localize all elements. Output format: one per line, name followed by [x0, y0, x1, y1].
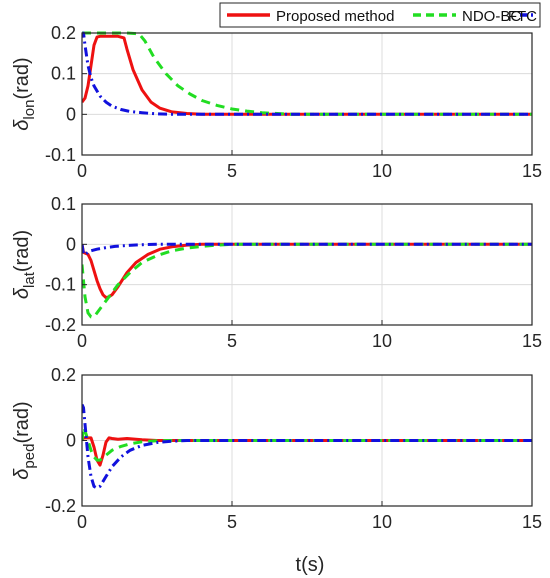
x-tick-label: 10	[372, 161, 392, 181]
y-tick-label: 0	[66, 431, 76, 451]
y-axis-label-ped: δped(rad)	[11, 401, 38, 479]
y-label-subscript: lon	[21, 100, 38, 120]
panel-lat: 0 5 10 15 -0.2 -0.1 0 0.1 δlat(rad)	[11, 194, 542, 351]
series-line-proposed	[82, 242, 532, 300]
y-label-unit: (rad)	[11, 57, 33, 99]
y-label-unit: (rad)	[11, 401, 33, 443]
series-line-ftc	[82, 403, 532, 490]
x-tick-label: 5	[227, 161, 237, 181]
y-tick-label: 0.1	[51, 194, 76, 214]
legend: Proposed method NDO-BC FTC	[219, 2, 541, 28]
series-line-ndobc	[82, 242, 532, 319]
axes-frame	[81, 203, 533, 326]
x-tick-label: 0	[77, 512, 87, 532]
y-label-symbol: δ	[11, 287, 33, 299]
x-tick-label: 15	[522, 512, 542, 532]
y-tick-label: -0.1	[45, 275, 76, 295]
y-tick-label: 0.2	[51, 365, 76, 385]
legend-box	[219, 2, 541, 28]
x-tick-label: 15	[522, 331, 542, 351]
legend-label-proposed: Proposed method	[276, 8, 394, 25]
y-tick-label: -0.2	[45, 496, 76, 516]
series-line-ftc	[82, 31, 532, 116]
x-tick-label: 0	[77, 161, 87, 181]
x-tick-label: 5	[227, 331, 237, 351]
y-label-symbol: δ	[11, 119, 33, 131]
y-label-subscript: ped	[21, 444, 38, 469]
y-label-symbol: δ	[11, 468, 33, 480]
x-axis-label: t(s)	[296, 554, 325, 576]
x-tick-label: 5	[227, 512, 237, 532]
y-label-subscript: lat	[21, 271, 38, 288]
y-axis-label-lon: δlon(rad)	[11, 57, 38, 130]
y-tick-label: 0.2	[51, 23, 76, 43]
series-line-ndobc	[82, 31, 532, 116]
y-tick-label: 0	[66, 104, 76, 124]
y-tick-label: 0	[66, 234, 76, 254]
x-tick-label: 10	[372, 331, 392, 351]
series-line-ndobc	[82, 425, 532, 462]
legend-label-ndobc: NDO-BC	[462, 8, 521, 25]
y-tick-label: -0.1	[45, 145, 76, 165]
y-tick-label: -0.2	[45, 315, 76, 335]
x-tick-label: 0	[77, 331, 87, 351]
y-axis-label-lat: δlat(rad)	[11, 230, 38, 299]
axes-frame	[81, 32, 533, 156]
y-label-unit: (rad)	[11, 230, 33, 272]
y-tick-label: 0.1	[51, 64, 76, 84]
series-line-proposed	[82, 436, 532, 467]
series-line-proposed	[82, 34, 532, 116]
legend-label-ftc: FTC	[508, 8, 537, 25]
x-tick-label: 15	[522, 161, 542, 181]
x-tick-label: 10	[372, 512, 392, 532]
